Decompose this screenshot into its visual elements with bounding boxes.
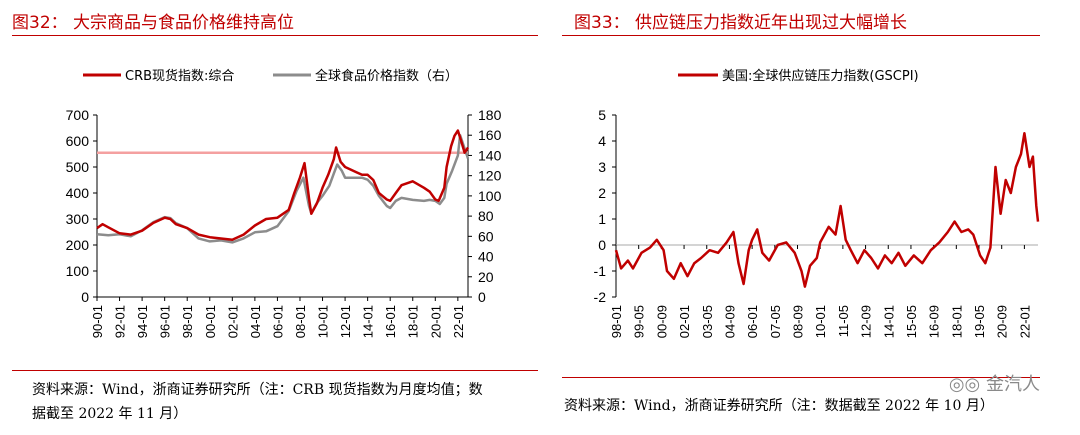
right-y-tick-label: -1: [594, 263, 607, 279]
left-y-tick-label: 500: [66, 159, 90, 175]
right-x-tick-label: 99-05: [632, 305, 647, 338]
left-x-tick-label: 18-01: [406, 305, 421, 338]
left-x-tick-label: 98-01: [180, 305, 195, 338]
left-y-tick-label: 0: [81, 289, 89, 305]
left-x-tick-label: 10-01: [316, 305, 331, 338]
left-x-tick-label: 94-01: [135, 305, 150, 338]
left-x-tick-label: 16-01: [383, 305, 398, 338]
left-x-tick-label: 20-01: [428, 305, 443, 338]
right-y-tick-label: -2: [594, 289, 607, 305]
left-chart-panel: 图32： 大宗商品与食品价格维持高位 CRB现货指数:综合 全球食品价格指数（右）…: [12, 13, 538, 426]
right-source-rule: [562, 377, 1040, 378]
left-source-line1: 资料来源：Wind，浙商证券研究所（注：CRB 现货指数为月度均值；数: [32, 382, 483, 398]
left-x-tick-label: 06-01: [270, 305, 285, 338]
left-y2-tick-label: 80: [478, 208, 494, 224]
left-source-rule: [12, 370, 538, 371]
left-x-tick-label: 22-01: [451, 305, 466, 338]
left-x-tick-label: 90-01: [90, 305, 105, 338]
right-chart-panel: 图33： 供应链压力指数近年出现过大幅增长 美国:全球供应链压力指数(GSCPI…: [562, 0, 1080, 435]
right-x-tick-label: 04-09: [722, 305, 737, 338]
right-y-tick-label: 1: [598, 211, 606, 227]
right-x-tick-label: 12-09: [859, 305, 874, 338]
right-chart-svg: 美国:全球供应链压力指数(GSCPI) -2 -1 0 1 2 3 4 5 98-01 99-05 0…: [594, 68, 1040, 338]
left-chart-title: 图32： 大宗商品与食品价格维持高位: [12, 13, 295, 33]
right-source: 资料来源：Wind，浙商证券研究所（注：数据截至 2022 年 10 月）: [564, 398, 994, 414]
left-y-tick-label: 400: [66, 185, 90, 201]
left-y2-tick-label: 0: [478, 289, 486, 305]
right-x-tick-label: 00-09: [654, 305, 669, 338]
right-x-tick-label: 02-01: [677, 305, 692, 338]
right-y-tick-label: 3: [598, 159, 606, 175]
left-source-line2: 据截至 2022 年 11 月）: [32, 406, 188, 422]
left-x-tick-label: 04-01: [248, 305, 263, 338]
right-x-tick-label: 19-05: [972, 305, 987, 338]
right-x-tick-label: 98-01: [609, 305, 624, 338]
left-x-tick-label: 12-01: [338, 305, 353, 338]
left-y-tick-label: 600: [66, 133, 90, 149]
left-y-tick-label: 700: [66, 107, 90, 123]
left-y2-tick-label: 20: [478, 269, 494, 285]
right-x-tick-label: 20-09: [995, 305, 1010, 338]
right-x-tick-label: 06-01: [745, 305, 760, 338]
right-y-tick-label: 2: [598, 185, 606, 201]
right-x-tick-label: 22-01: [1017, 305, 1032, 338]
left-chart-svg: CRB现货指数:综合 全球食品价格指数（右）0100200300400500600…: [66, 68, 502, 338]
right-x-tick-label: 08-09: [791, 305, 806, 338]
wechat-icon: ◎◎: [948, 374, 981, 395]
watermark: ◎◎ 金汽人: [949, 370, 1040, 396]
right-chart-title: 图33： 供应链压力指数近年出现过大幅增长: [574, 13, 908, 33]
right-x-tick-label: 14-01: [881, 305, 896, 338]
legend-label-gscpi: 美国:全球供应链压力指数(GSCPI): [722, 68, 919, 84]
left-x-tick-label: 92-01: [113, 305, 128, 338]
legend-label-1: 全球食品价格指数（右）: [315, 68, 458, 84]
left-y2-tick-label: 40: [478, 249, 494, 265]
right-y-tick-label: 0: [598, 237, 606, 253]
left-y2-tick-label: 120: [478, 168, 502, 184]
left-series-line-0: [96, 129, 470, 242]
watermark-text: 金汽人: [986, 374, 1040, 395]
left-y-tick-label: 100: [66, 263, 90, 279]
right-y-tick-label: 4: [598, 133, 606, 149]
right-x-tick-label: 18-01: [949, 305, 964, 338]
left-title-rule: [12, 35, 538, 36]
right-x-tick-label: 11-05: [836, 305, 851, 337]
left-source: 资料来源：Wind，浙商证券研究所（注：CRB 现货指数为月度均值；数 据截至 …: [32, 378, 483, 426]
right-x-tick-label: 10-01: [813, 305, 828, 338]
left-y-tick-label: 200: [66, 237, 90, 253]
left-y2-tick-label: 180: [478, 107, 502, 123]
right-x-tick-label: 03-05: [700, 305, 715, 338]
left-y-tick-label: 300: [66, 211, 90, 227]
right-x-tick-label: 07-05: [768, 305, 783, 338]
left-x-tick-label: 14-01: [361, 305, 376, 338]
left-y2-tick-label: 60: [478, 228, 494, 244]
left-x-tick-label: 08-01: [293, 305, 308, 338]
right-title-rule: [562, 35, 1040, 36]
right-x-tick-label: 15-05: [904, 305, 919, 338]
right-y-tick-label: 5: [598, 107, 606, 123]
left-x-tick-label: 00-01: [203, 305, 218, 338]
right-series-line: [614, 131, 1040, 288]
left-series-line-1: [96, 133, 470, 244]
left-x-tick-label: 96-01: [158, 305, 173, 338]
left-x-tick-label: 02-01: [225, 305, 240, 338]
left-y2-tick-label: 160: [478, 127, 502, 143]
left-y2-tick-label: 100: [478, 188, 502, 204]
right-x-tick-label: 16-09: [927, 305, 942, 338]
left-y2-tick-label: 140: [478, 147, 502, 163]
legend-label-0: CRB现货指数:综合: [125, 68, 234, 84]
